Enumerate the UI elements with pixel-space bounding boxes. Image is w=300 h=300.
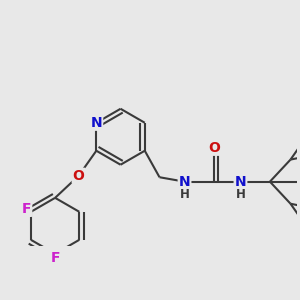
Text: O: O	[208, 141, 220, 155]
Text: N: N	[91, 116, 102, 130]
Text: H: H	[180, 188, 190, 201]
Text: N: N	[179, 175, 190, 189]
Text: N: N	[235, 175, 246, 189]
Text: O: O	[73, 169, 85, 183]
Text: F: F	[50, 251, 60, 265]
Text: H: H	[236, 188, 245, 201]
Text: F: F	[22, 202, 31, 216]
